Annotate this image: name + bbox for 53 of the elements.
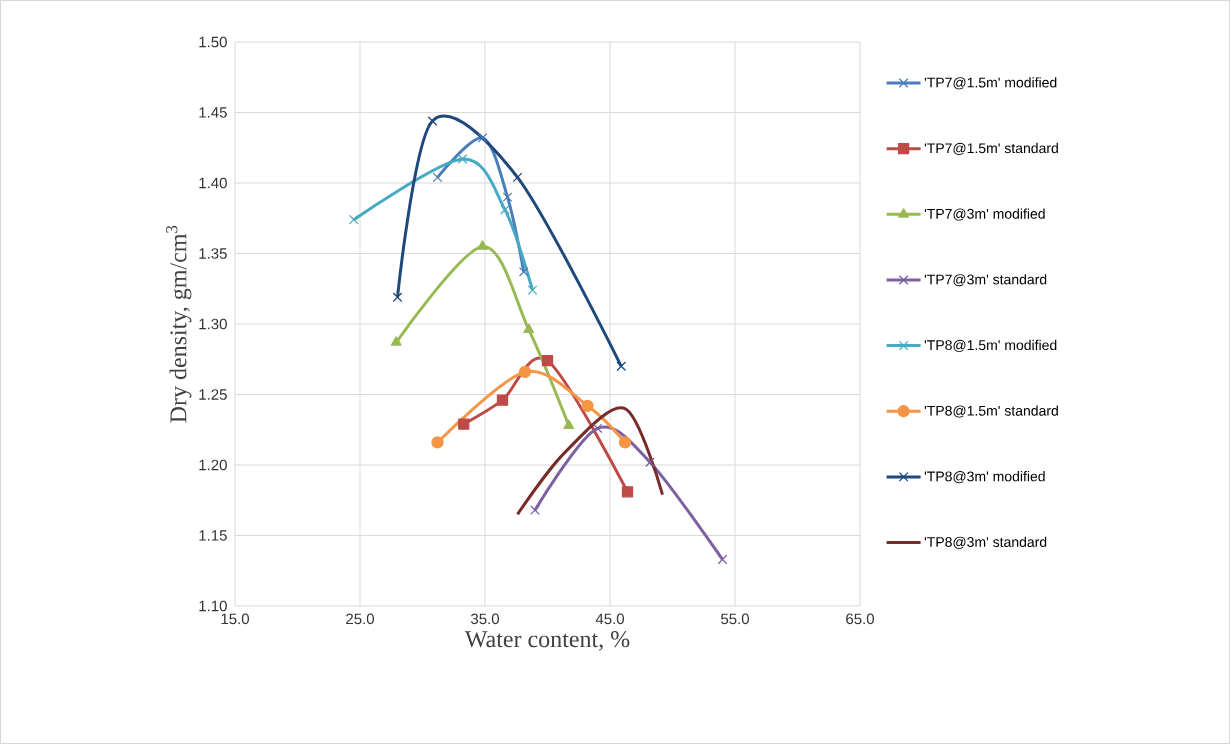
point [496,394,509,406]
legend-label: 'TP7@3m' standard [924,274,1047,287]
y-tick-label: 1.45 [199,107,227,118]
point [581,399,594,412]
legend-label: 'TP8@1.5m' standard [924,405,1058,418]
y-axis-title: Dry density, gm/cm$^{3}$ [166,225,192,423]
y-tick-label: 1.20 [199,459,227,471]
y-tick-label: 1.25 [199,389,227,400]
point [621,486,634,498]
point [518,365,532,379]
point [645,457,655,468]
legend-label: 'TP7@3m' modified [924,208,1045,221]
point [500,204,510,215]
point [616,361,627,372]
point [541,355,554,367]
legend-label: 'TP7@1.5m' modified [924,77,1057,90]
point [618,436,632,449]
x-tick-label: 65.0 [846,613,875,625]
point [348,214,359,225]
point [390,336,402,346]
x-tick-label: 55.0 [721,613,750,625]
legend-label: 'TP8@3m' modified [924,471,1045,484]
x-tick-label: 45.0 [595,613,625,625]
point [431,436,444,449]
point [432,172,443,183]
point [458,418,470,430]
point [530,505,540,516]
point [427,116,438,126]
point [518,266,529,277]
x-axis-title: Water content, % [464,631,630,651]
point [563,419,575,429]
point [592,423,603,434]
y-tick-label: 1.40 [199,177,227,189]
y-tick-label: 1.30 [199,318,227,330]
point [527,285,538,296]
point [477,132,488,143]
point [523,323,535,334]
point [477,240,488,250]
x-tick-label: 15.0 [221,613,249,625]
line-series [516,406,665,516]
y-tick-label: 1.35 [199,248,227,259]
y-tick-label: 1.10 [199,600,227,612]
legend-label: 'TP7@1.5m' standard [924,142,1058,155]
y-tick-label: 1.50 [199,36,227,48]
point [392,292,403,303]
legend-label: 'TP8@3m' standard [924,536,1047,549]
x-tick-label: 25.0 [346,613,375,625]
y-tick-label: 1.15 [199,530,227,541]
point [717,554,728,565]
point [457,154,468,164]
x-tick-label: 35.0 [470,613,500,625]
point [502,192,513,202]
legend-label: 'TP8@1.5m' modified [924,339,1057,352]
